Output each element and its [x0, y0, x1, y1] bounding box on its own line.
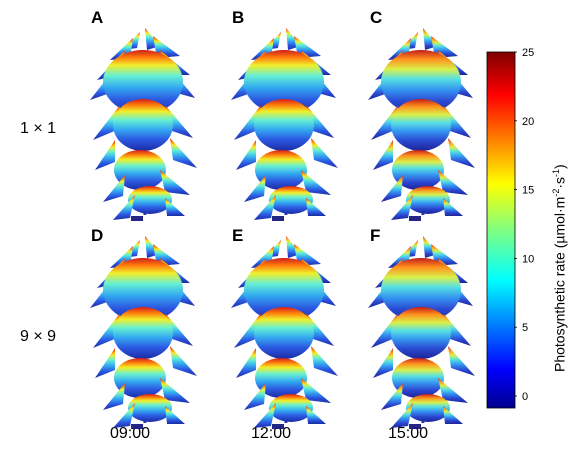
- panel-label-e: E: [232, 226, 244, 245]
- colorbar-tick-label: 5: [522, 322, 528, 334]
- plant-image-d: [88, 234, 199, 431]
- colorbar: [486, 51, 516, 409]
- colorbar-tick-label: 10: [522, 253, 534, 265]
- plant-image-b: [229, 26, 340, 223]
- time-label-0900: 09:00: [109, 425, 151, 442]
- plant-image-f: [366, 234, 477, 431]
- plant-image-e: [229, 234, 340, 431]
- time-label-1500: 15:00: [387, 425, 429, 442]
- panel-label-c: C: [370, 8, 383, 27]
- colorbar-title: Photosynthetic rate (µmol·m-2·s-1): [551, 164, 568, 372]
- colorbar-tick-label: 15: [522, 185, 534, 197]
- panel-label-a: A: [91, 8, 104, 27]
- row-label-1x1: 1 × 1: [20, 120, 57, 137]
- row-label-9x9: 9 × 9: [20, 328, 57, 345]
- panel-label-b: B: [232, 8, 245, 27]
- time-label-1200: 12:00: [250, 425, 292, 442]
- colorbar-tick-label: 0: [522, 391, 528, 403]
- panel-label-d: D: [91, 226, 104, 245]
- panel-label-f: F: [370, 226, 381, 245]
- colorbar-tick-label: 25: [522, 47, 534, 59]
- plant-image-a: [88, 26, 199, 223]
- colorbar-tick-label: 20: [522, 116, 534, 128]
- plant-image-c: [366, 26, 477, 223]
- colorbar-ticks: 0 5 10 15 20 25: [514, 47, 534, 403]
